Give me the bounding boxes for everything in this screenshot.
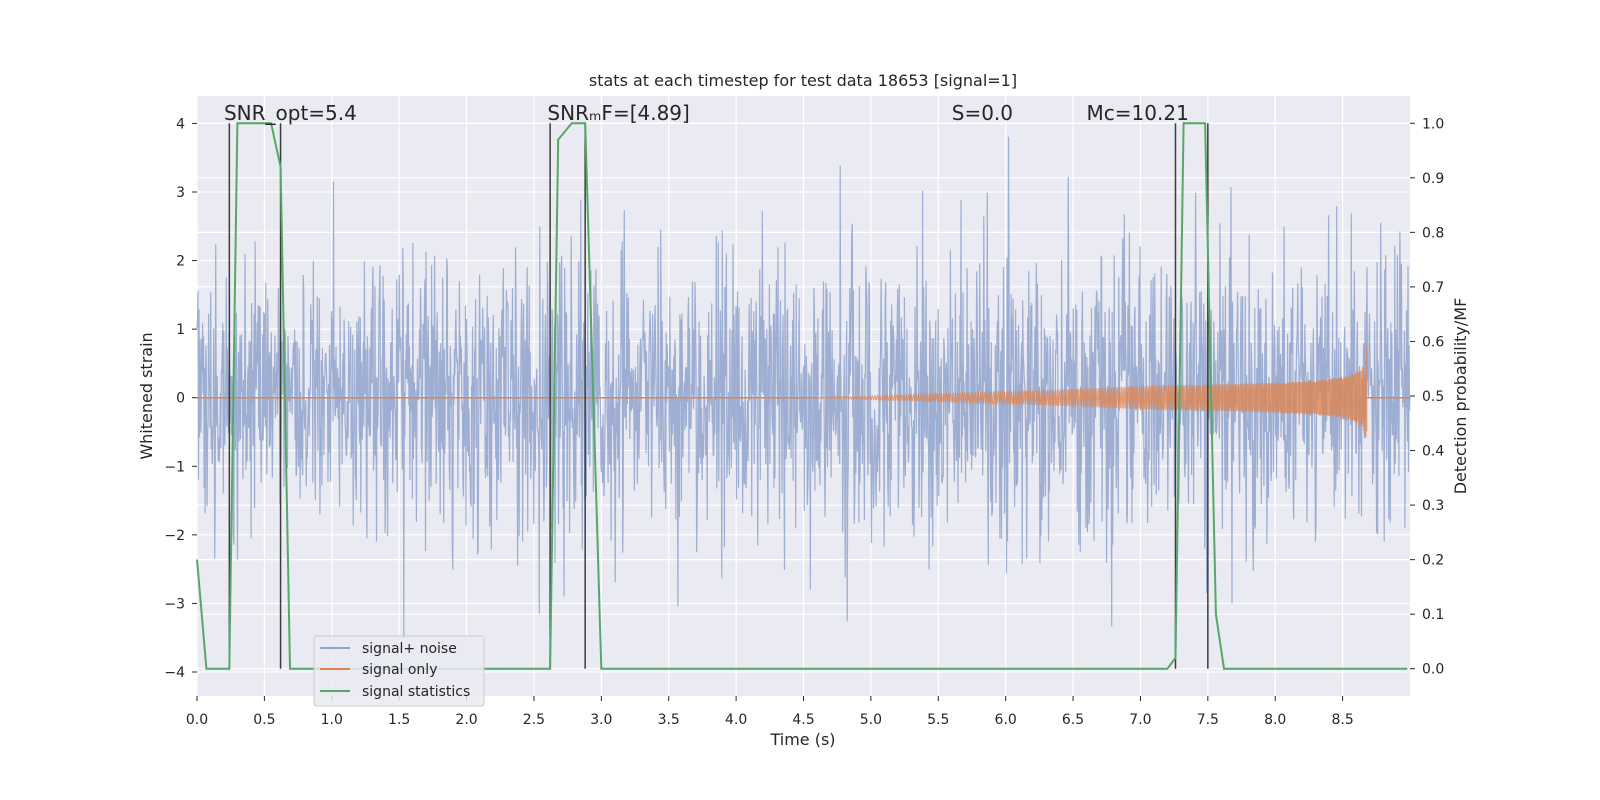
annotation-3: Mc=10.21 — [1087, 101, 1189, 125]
y-left-tick-label: −2 — [164, 528, 185, 544]
y-left-tick-label: 3 — [176, 185, 185, 201]
y-right-tick-label: 0.7 — [1422, 280, 1444, 296]
annotation-1: SNRₘF=[4.89] — [547, 101, 689, 125]
vertical-markers — [228, 123, 1209, 669]
x-tick-label: 0.0 — [186, 712, 208, 728]
y-right-tick-label: 1.0 — [1422, 116, 1444, 132]
y-right-tick-label: 0.5 — [1422, 389, 1444, 405]
y-left-tick-label: 2 — [176, 254, 185, 270]
x-tick-label: 2.5 — [523, 712, 545, 728]
y-left-axis-ticks: 4 3 2 1 0 −1 −2 −3 −4 — [164, 116, 197, 681]
y-right-tick-label: 0.9 — [1422, 171, 1444, 187]
x-tick-label: 7.0 — [1129, 712, 1151, 728]
annotations: SNR_opt=5.4 SNRₘF=[4.89] S=0.0 Mc=10.21 — [224, 101, 1189, 125]
y-right-tick-label: 0.3 — [1422, 498, 1444, 514]
x-tick-label: 3.0 — [590, 712, 612, 728]
x-tick-label: 4.0 — [725, 712, 747, 728]
y-right-axis-ticks: 1.0 0.9 0.8 0.7 0.6 0.5 0.4 0.3 0.2 0.1 0.0 — [1410, 116, 1444, 678]
x-tick-label: 1.0 — [321, 712, 343, 728]
y-right-tick-label: 0.6 — [1422, 334, 1444, 350]
annotation-0: SNR_opt=5.4 — [224, 101, 357, 125]
statistics-line — [196, 122, 1408, 670]
chirp-line — [816, 346, 1368, 438]
x-tick-label: 6.5 — [1062, 712, 1084, 728]
x-tick-label: 5.5 — [927, 712, 949, 728]
x-tick-label: 0.5 — [253, 712, 275, 728]
y-left-axis-label: Whitened strain — [137, 332, 156, 459]
legend-label-signal-only: signal only — [362, 662, 437, 678]
x-tick-label: 3.5 — [658, 712, 680, 728]
legend-label-signal-plus-noise: signal+ noise — [362, 641, 457, 657]
y-right-tick-label: 0.4 — [1422, 444, 1444, 460]
y-right-axis-label: Detection probability/MF — [1451, 298, 1470, 495]
annotation-2: S=0.0 — [952, 101, 1013, 125]
y-left-tick-label: 4 — [176, 116, 185, 132]
legend: signal+ noise signal only signal statist… — [313, 635, 485, 707]
x-axis-label: Time (s) — [769, 730, 835, 749]
y-right-tick-label: 0.1 — [1422, 607, 1444, 623]
x-tick-label: 7.5 — [1197, 712, 1219, 728]
y-right-tick-label: 0.8 — [1422, 225, 1444, 241]
y-right-tick-label: 0.2 — [1422, 553, 1444, 569]
x-tick-label: 6.0 — [995, 712, 1017, 728]
x-tick-label: 8.0 — [1264, 712, 1286, 728]
x-tick-label: 5.0 — [860, 712, 882, 728]
y-left-tick-label: −3 — [164, 596, 185, 612]
legend-box — [313, 635, 485, 707]
series-signal-statistics — [196, 122, 1408, 670]
x-tick-label: 2.0 — [455, 712, 477, 728]
chart-title: stats at each timestep for test data 186… — [589, 71, 1017, 90]
y-left-tick-label: 1 — [176, 322, 185, 338]
x-tick-label: 8.5 — [1331, 712, 1353, 728]
legend-label-signal-statistics: signal statistics — [362, 684, 470, 700]
x-tick-label: 4.5 — [792, 712, 814, 728]
y-left-tick-label: −1 — [164, 459, 185, 475]
y-left-tick-label: 0 — [176, 391, 185, 407]
y-left-tick-label: −4 — [164, 665, 185, 681]
x-axis-ticks: 0.0 0.5 1.0 1.5 2.0 2.5 3.0 3.5 4.0 4.5 5.0 5.5 6.0 6… — [186, 696, 1354, 728]
x-tick-label: 1.5 — [388, 712, 410, 728]
series-signal-only — [197, 346, 1410, 438]
y-right-tick-label: 0.0 — [1422, 662, 1444, 678]
